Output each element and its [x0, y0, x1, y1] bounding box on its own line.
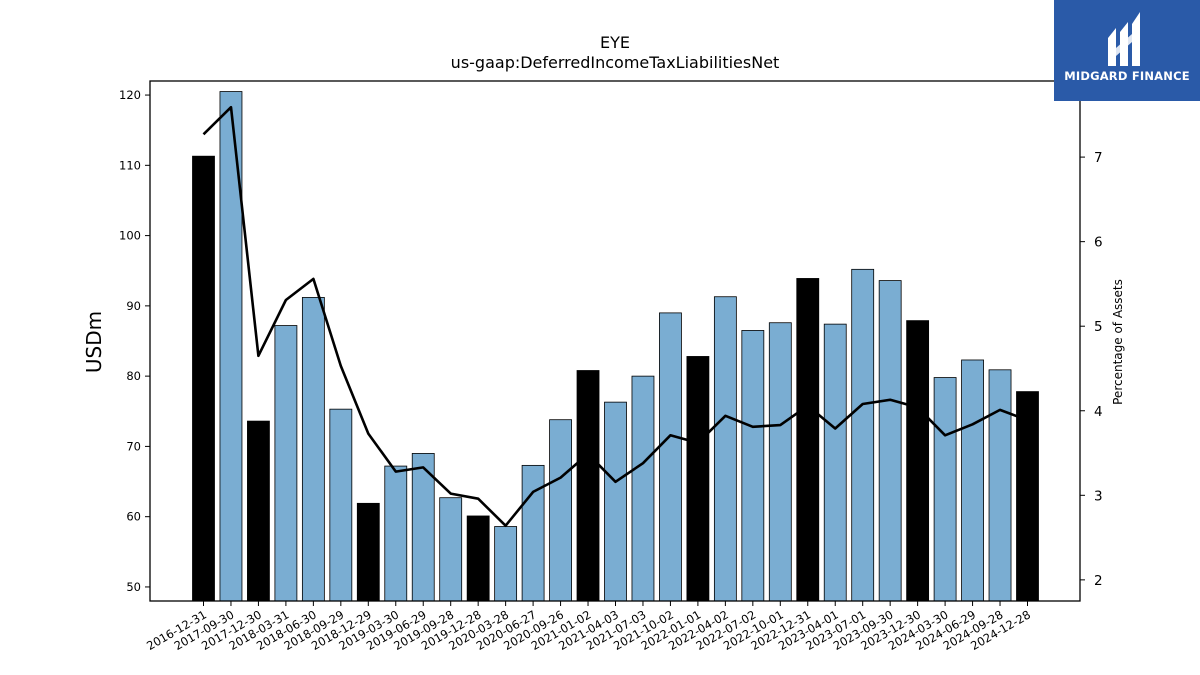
bar — [549, 419, 572, 602]
bar — [274, 325, 298, 602]
logo-text: MIDGARD FINANCE — [1064, 69, 1190, 83]
bar — [659, 312, 682, 602]
bar — [466, 515, 490, 602]
bar — [439, 497, 463, 602]
y-tick-label-left: 120 — [119, 88, 141, 102]
y-tick-label-left: 70 — [126, 439, 141, 453]
y-tick-label-right: 4 — [1094, 404, 1103, 420]
bar — [329, 408, 353, 602]
y-axis-label-left: USDm — [82, 311, 106, 373]
bar — [768, 322, 792, 602]
chart-subtitle: us-gaap:DeferredIncomeTaxLiabilitiesNet — [451, 53, 780, 72]
y-tick-label-left: 60 — [126, 510, 141, 524]
bar — [604, 401, 627, 602]
bar — [356, 502, 380, 602]
bar — [301, 297, 325, 602]
bar — [906, 320, 930, 602]
y-tick-label-left: 110 — [119, 158, 141, 172]
y-tick-label-left: 100 — [119, 229, 141, 243]
y-tick-label-right: 5 — [1094, 319, 1103, 335]
percentage-line — [202, 105, 1028, 528]
bar — [686, 356, 710, 602]
y-tick-label-right: 3 — [1094, 488, 1103, 504]
bar — [1016, 391, 1039, 602]
y-tick-label-right: 2 — [1094, 573, 1103, 589]
bar — [851, 268, 875, 602]
bar — [713, 296, 737, 602]
logo-mark-icon — [1108, 12, 1140, 66]
bar — [961, 359, 984, 602]
plot-area: 50607080901001101202345672016-12-312017-… — [119, 80, 1103, 653]
bar — [494, 526, 518, 602]
y-tick-label-left: 90 — [126, 299, 141, 313]
bar — [823, 323, 847, 602]
bar — [247, 420, 270, 602]
y-tick-label-right: 7 — [1094, 150, 1103, 166]
bar — [933, 377, 957, 602]
midgard-finance-logo: MIDGARD FINANCE — [1054, 0, 1200, 101]
bar — [988, 369, 1012, 602]
y-tick-label-left: 80 — [126, 369, 141, 383]
y-tick-label-left: 50 — [126, 580, 141, 594]
bar — [631, 375, 655, 602]
y-axis-label-right: Percentage of Assets — [1111, 279, 1125, 405]
chart-title: EYE — [600, 33, 630, 52]
bar — [796, 278, 820, 602]
bar — [576, 370, 600, 602]
bar — [384, 465, 408, 602]
bar — [878, 280, 902, 602]
bar — [741, 330, 765, 602]
bar — [192, 155, 215, 602]
y-tick-label-right: 6 — [1094, 235, 1103, 251]
bar — [521, 464, 545, 602]
